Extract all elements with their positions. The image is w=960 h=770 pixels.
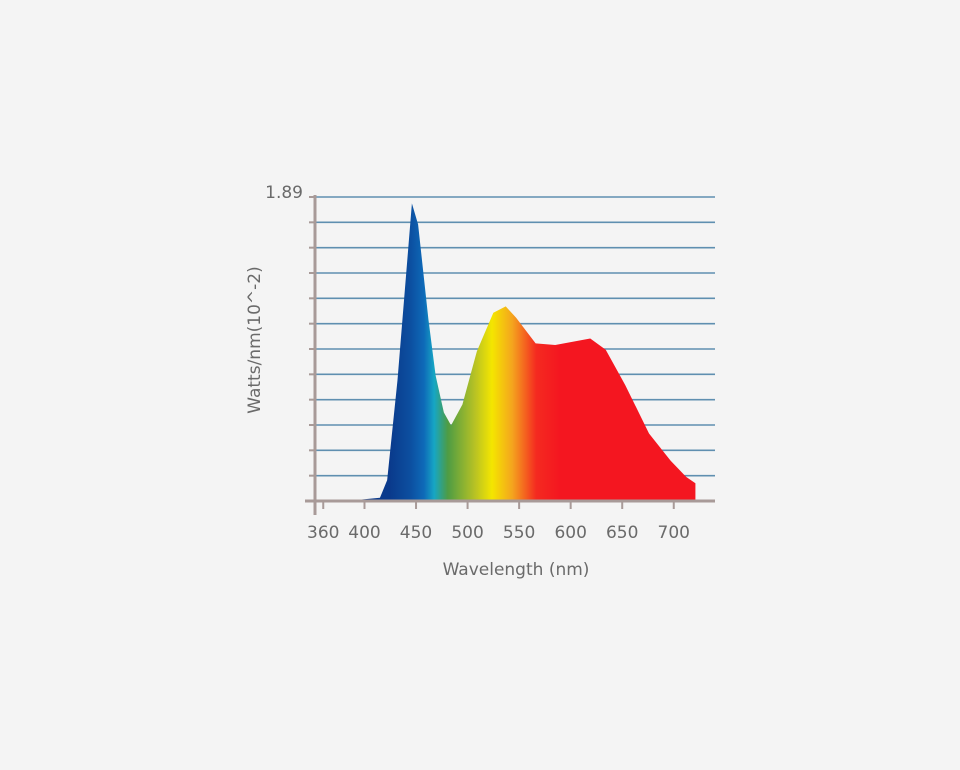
y-axis-label: Watts/nm(10^-2) bbox=[245, 266, 265, 413]
x-tick-label: 360 bbox=[307, 523, 339, 543]
y-tick-label: 1.89 bbox=[265, 183, 303, 203]
x-tick-label: 550 bbox=[503, 523, 535, 543]
x-tick-label: 500 bbox=[451, 523, 483, 543]
x-tick-label: 400 bbox=[348, 523, 380, 543]
spectrum-area bbox=[345, 203, 696, 501]
x-tick-label: 700 bbox=[658, 523, 690, 543]
x-tick-label: 600 bbox=[554, 523, 586, 543]
x-axis-label: Wavelength (nm) bbox=[443, 560, 590, 580]
x-tick-label: 450 bbox=[400, 523, 432, 543]
x-tick-label: 650 bbox=[606, 523, 638, 543]
